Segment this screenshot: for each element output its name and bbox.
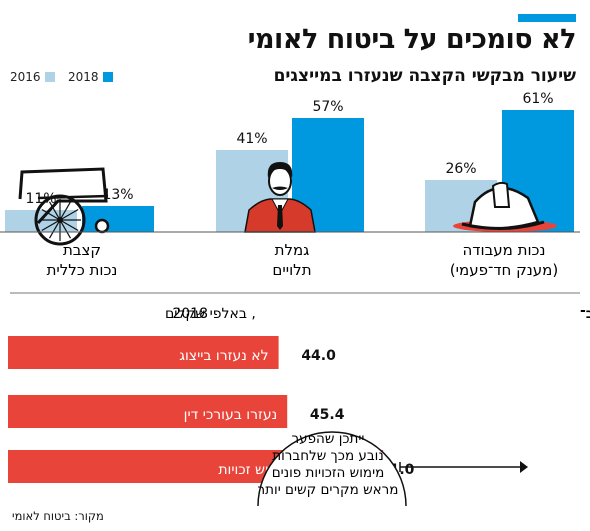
data-label: 61%	[522, 91, 553, 107]
chair-wheel-spoke	[41, 208, 79, 232]
legend-label-2016: 2016	[10, 70, 41, 84]
data-label: 13%	[102, 187, 133, 203]
legend-swatch-2016	[44, 72, 55, 82]
hair	[267, 162, 293, 178]
category-label: נכות כללית	[47, 261, 118, 279]
legend-label-2018: 2018	[68, 70, 99, 84]
bar-2018-2	[82, 206, 154, 232]
category-label: גמלת	[275, 241, 310, 259]
hbar-title-year: 2018	[172, 306, 208, 322]
category-label: קצבת	[63, 241, 101, 259]
chair-frame	[18, 167, 108, 225]
mustache	[272, 186, 288, 190]
difference-arrowhead	[520, 461, 528, 473]
man-in-suit-icon	[244, 162, 316, 233]
annotation-line: נובע מכך שלחברות	[272, 448, 384, 464]
hbar-title-units: , באלפי שקלים	[165, 306, 256, 322]
legend-item-2016: 2016	[10, 70, 55, 84]
hbar-title-main: הסכום הממוצע למבקשי מענק חד־פעמי על נכות…	[580, 306, 590, 322]
chair-caster	[94, 218, 110, 234]
hbar-category-label: נעזרו בעורכי דין	[184, 407, 278, 423]
accent-bar	[518, 14, 576, 22]
hbar-1	[8, 395, 288, 428]
source-note: מקור: ביטוח לאומי	[12, 509, 104, 523]
data-label: 11%	[25, 191, 56, 207]
hbar-value-label: 45.4	[310, 407, 345, 423]
legend-item-2018: 2018	[68, 70, 113, 84]
hbar-category-label: לא נעזרו בייצוג	[179, 348, 268, 364]
hard-hat-icon	[453, 181, 557, 232]
chart-subtitle: שיעור מבקשי הקצבה שנעזרו במייצגים	[273, 66, 576, 86]
data-label: 26%	[445, 161, 476, 177]
data-label: 57%	[312, 99, 343, 115]
chair-wheel	[34, 194, 86, 246]
data-label: 41%	[236, 131, 267, 147]
annotation-line: ייתכן שהפער	[292, 431, 365, 447]
hard-hat-brim	[461, 220, 545, 230]
category-label: תלויים	[272, 261, 311, 279]
annotation-bubble	[257, 431, 407, 507]
hbar-value-label: 44.0	[301, 348, 336, 364]
category-label: (מענק חד־פעמי)	[450, 261, 558, 279]
annotation-line: מימוש הזכויות פונים	[272, 465, 385, 481]
hbar-0	[8, 336, 279, 369]
legend-swatch-2018	[102, 72, 113, 82]
necktie	[277, 205, 283, 230]
annotation-line: מראש מקרים קשים יותר	[258, 482, 399, 498]
hard-hat-crest	[491, 181, 511, 208]
page-title: לא סומכים על ביטוח לאומי	[247, 24, 577, 55]
category-label: נכות מעבודה	[463, 241, 546, 259]
